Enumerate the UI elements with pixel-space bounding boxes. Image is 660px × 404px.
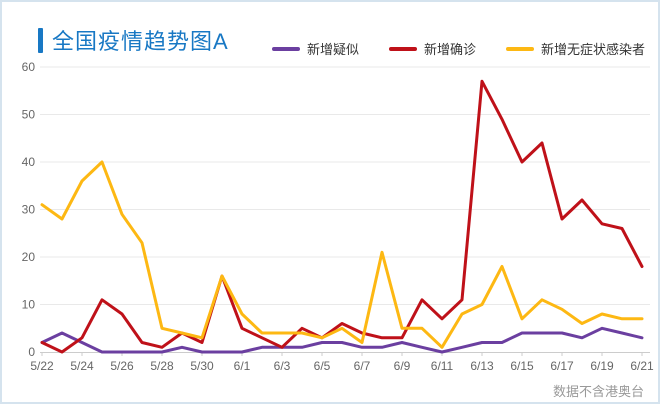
x-tick-label-6/5: 6/5 — [314, 359, 331, 373]
legend-item-confirmed[interactable]: 新增确诊 — [388, 39, 476, 58]
legend-item-suspected[interactable]: 新增疑似 — [271, 39, 359, 58]
x-tick-label-6/19: 6/19 — [590, 359, 614, 373]
suspected-line-swatch — [271, 46, 300, 51]
legend-label-asymptomatic: 新增无症状感染者 — [540, 42, 645, 57]
page-title-text: 全国疫情趋势图A — [52, 29, 229, 54]
x-tick-label-5/26: 5/26 — [110, 359, 134, 373]
y-tick-label-30: 30 — [22, 203, 36, 217]
x-tick-label-5/30: 5/30 — [190, 359, 214, 373]
new-asymptomatic-line — [40, 160, 644, 349]
y-tick-label-50: 50 — [22, 108, 36, 122]
x-tick-label-6/15: 6/15 — [510, 359, 534, 373]
y-tick-label-10: 10 — [22, 298, 36, 312]
x-tick-label-6/7: 6/7 — [354, 359, 371, 373]
x-tick-label-5/22: 5/22 — [30, 359, 54, 373]
legend-label-suspected: 新增疑似 — [306, 42, 359, 57]
y-tick-label-60: 60 — [22, 60, 36, 74]
legend-label-confirmed: 新增确诊 — [423, 42, 476, 57]
page-title: 全国疫情趋势图A — [38, 24, 229, 56]
y-tick-label-0: 0 — [28, 345, 35, 359]
asymptomatic-line-swatch — [505, 46, 534, 51]
title-accent-bar — [38, 27, 43, 53]
new-confirmed-line — [40, 79, 644, 354]
y-tick-label-40: 40 — [22, 155, 36, 169]
x-tick-label-6/11: 6/11 — [431, 359, 454, 373]
x-tick-label-6/3: 6/3 — [274, 359, 291, 373]
x-tick-label-6/13: 6/13 — [470, 359, 494, 373]
x-tick-label-6/21: 6/21 — [630, 359, 654, 373]
y-tick-label-20: 20 — [22, 250, 36, 264]
x-tick-label-6/17: 6/17 — [550, 359, 574, 373]
x-tick-label-5/28: 5/28 — [150, 359, 174, 373]
x-tick-label-5/24: 5/24 — [70, 359, 94, 373]
legend-item-asymptomatic[interactable]: 新增无症状感染者 — [505, 39, 645, 58]
x-tick-label-6/9: 6/9 — [394, 359, 411, 373]
x-tick-label-6/1: 6/1 — [234, 359, 251, 373]
data-scope-note: 数据不含港奥台 — [552, 384, 644, 399]
confirmed-line-swatch — [388, 46, 417, 51]
new-suspected-line — [40, 326, 644, 354]
chart-legend: 新增疑似 新增确诊 新增无症状感染者 — [271, 39, 645, 58]
